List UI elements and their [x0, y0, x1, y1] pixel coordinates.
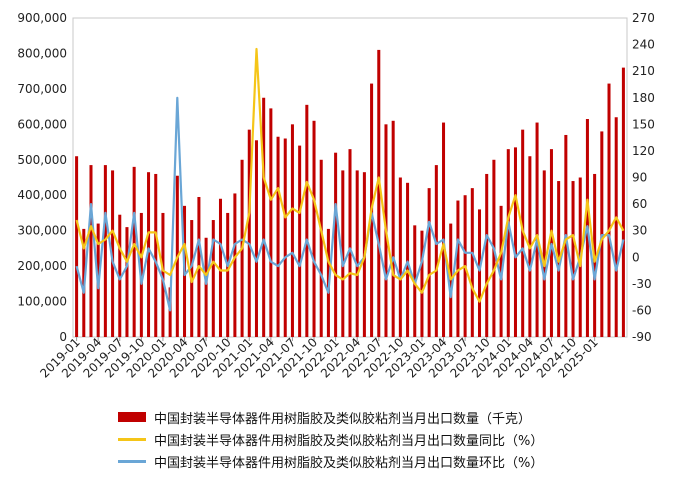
bar	[276, 136, 280, 337]
bar	[485, 173, 489, 337]
bar	[233, 193, 237, 337]
left-axis-tick-label: 900,000	[17, 11, 67, 25]
legend-swatch-yoy-line	[118, 437, 146, 441]
bar	[621, 67, 625, 337]
bar	[247, 129, 251, 337]
legend-label: 中国封装半导体器件用树脂胶及类似胶粘剂当月出口数量环比（%）	[154, 455, 544, 471]
bar	[226, 212, 230, 337]
left-axis-tick-label: 600,000	[17, 117, 67, 131]
bar	[89, 165, 93, 337]
x-axis-ticks: 2019-012019-042019-072019-102020-012020-…	[37, 335, 600, 380]
bar	[103, 165, 107, 337]
bar	[391, 120, 395, 338]
line-series	[75, 47, 625, 312]
bar	[305, 104, 309, 337]
bar	[269, 108, 273, 337]
bar	[132, 166, 136, 337]
bar	[111, 170, 115, 337]
bar	[75, 156, 79, 337]
bar	[427, 188, 431, 337]
right-axis-ticks: -90 -60 -30 0 30 60 90 120 150 180 210 240 270	[632, 11, 655, 344]
bar	[442, 122, 446, 337]
chart: 0 100,000 200,000 300,000 400,000 500,000 600,…	[17, 11, 655, 381]
bar	[211, 220, 215, 337]
legend-swatch-mom-line	[118, 459, 146, 463]
yoy-line	[75, 47, 625, 303]
right-axis-tick-label: -30	[632, 277, 652, 291]
right-axis-tick-label: 180	[632, 91, 655, 105]
bar	[434, 165, 438, 337]
left-axis-ticks: 0 100,000 200,000 300,000 400,000 500,000 600,…	[17, 11, 67, 344]
right-axis-tick-label: 0	[632, 250, 640, 264]
bar	[147, 172, 151, 337]
bar	[341, 170, 345, 337]
bar	[377, 49, 381, 338]
bar	[254, 140, 258, 337]
right-axis-tick-label: -60	[632, 303, 652, 317]
legend-item-mom: 中国封装半导体器件用树脂胶及类似胶粘剂当月出口数量环比（%）	[118, 450, 638, 472]
right-axis-tick-label: -90	[632, 330, 652, 344]
bar	[513, 147, 517, 337]
bar	[319, 159, 323, 337]
mom-line	[75, 96, 625, 312]
right-axis-tick-label: 120	[632, 144, 655, 158]
legend-label: 中国封装半导体器件用树脂胶及类似胶粘剂当月出口数量（千克）	[154, 411, 532, 427]
left-axis-tick-label: 200,000	[17, 259, 67, 273]
left-axis-tick-label: 100,000	[17, 295, 67, 309]
left-axis-tick-label: 700,000	[17, 82, 67, 96]
right-axis-tick-label: 270	[632, 11, 655, 25]
bar	[398, 177, 402, 337]
bar	[283, 138, 287, 337]
bar-series	[75, 49, 625, 338]
bar	[168, 287, 172, 337]
left-axis-tick-label: 500,000	[17, 153, 67, 167]
bar	[535, 122, 539, 337]
right-axis-tick-label: 150	[632, 117, 655, 131]
legend-label: 中国封装半导体器件用树脂胶及类似胶粘剂当月出口数量同比（%）	[154, 433, 544, 449]
bar	[542, 170, 546, 337]
bar	[334, 152, 338, 337]
bar	[477, 209, 482, 337]
legend: 中国封装半导体器件用树脂胶及类似胶粘剂当月出口数量（千克） 中国封装半导体器件用…	[118, 406, 638, 472]
right-axis-tick-label: 30	[632, 224, 647, 238]
bar	[456, 200, 460, 337]
bar	[348, 149, 352, 337]
bar	[355, 170, 359, 337]
left-axis-tick-label: 0	[59, 330, 67, 344]
bar	[506, 149, 510, 337]
legend-swatch-bar	[118, 412, 146, 422]
legend-item-yoy: 中国封装半导体器件用树脂胶及类似胶粘剂当月出口数量同比（%）	[118, 428, 638, 450]
bar	[571, 181, 575, 337]
bar	[154, 173, 158, 337]
bar	[125, 227, 129, 337]
right-axis-tick-label: 210	[632, 64, 655, 78]
bar	[161, 212, 165, 337]
bar	[312, 120, 316, 338]
bar	[470, 188, 474, 337]
bar	[262, 97, 266, 337]
bar	[607, 83, 611, 337]
bar	[118, 214, 122, 337]
left-axis-tick-label: 400,000	[17, 188, 67, 202]
bar	[290, 124, 294, 337]
bar	[298, 145, 302, 337]
bar	[204, 237, 208, 337]
bar	[420, 230, 424, 337]
legend-item-export-volume: 中国封装半导体器件用树脂胶及类似胶粘剂当月出口数量（千克）	[118, 406, 638, 428]
bar	[218, 198, 223, 337]
right-axis-tick-label: 60	[632, 197, 647, 211]
left-axis-tick-label: 800,000	[17, 46, 67, 60]
right-axis-tick-label: 90	[632, 171, 647, 185]
bar	[614, 117, 618, 337]
left-axis-tick-label: 300,000	[17, 224, 67, 238]
right-axis-tick-label: 240	[632, 38, 655, 52]
bar	[406, 182, 410, 337]
